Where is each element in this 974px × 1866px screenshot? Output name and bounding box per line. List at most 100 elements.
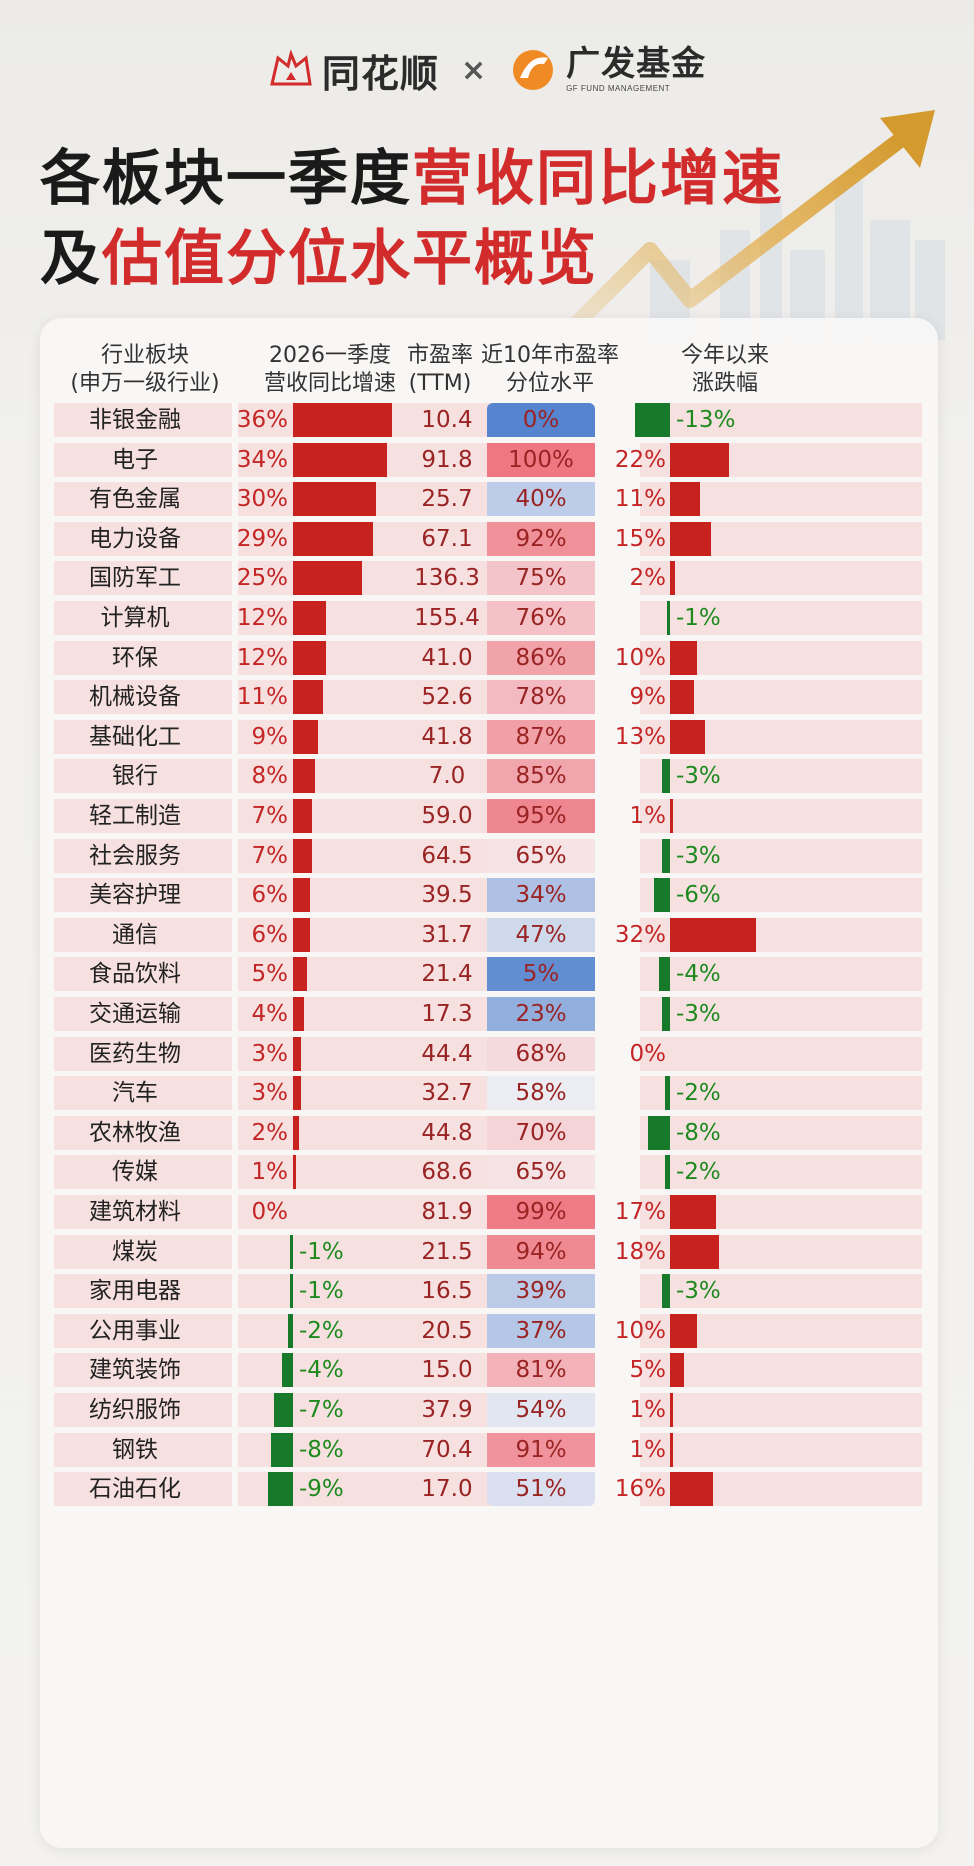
header-pctile-line1: 近10年市盈率 [481,343,619,368]
pe-percentile-label: 0% [522,407,560,433]
row-background [54,561,232,596]
pe-percentile-fill [487,561,595,596]
revenue-growth-bar [293,640,326,675]
revenue-growth-label: 29% [236,525,288,552]
row-background [54,957,232,992]
pe-percentile-label: 91% [515,1436,567,1463]
row-background [238,1274,398,1309]
row-background [54,403,232,437]
pe-percentile-fill [487,1353,595,1388]
row-background [392,561,502,596]
row-background [238,1155,398,1190]
ytd-label: -1% [676,605,721,631]
sector-name: 计算机 [100,605,170,631]
sector-name: 纺织服饰 [89,1397,181,1423]
title-line-1-a: 各板块一季度 [40,144,412,214]
ytd-bar [670,561,676,596]
tonghuashun-brand: 同花顺 [268,43,439,98]
pe-percentile-label: 47% [515,921,567,948]
pe-percentile-fill [487,1195,595,1229]
row-background [392,759,502,794]
sector-name: 钢铁 [112,1436,158,1463]
sector-name: 家用电器 [89,1278,181,1305]
pe-percentile-fill [487,997,595,1031]
ytd-label: 2% [629,565,667,592]
revenue-growth-label: 9% [251,723,289,750]
row-background [238,1195,398,1229]
row-background [392,1472,502,1507]
pe-percentile-label: 65% [515,1159,567,1186]
row-background [392,1274,502,1309]
pe-value: 70.4 [421,1436,473,1463]
ytd-bar [653,878,670,913]
sector-name: 银行 [112,763,158,790]
revenue-growth-label: 36% [236,407,288,433]
pe-percentile-label: 100% [508,446,574,473]
revenue-growth-bar [293,601,326,635]
sector-name: 食品饮料 [89,961,181,988]
pe-percentile-fill [487,640,595,675]
pe-percentile-fill [487,1393,595,1427]
pe-percentile-fill [487,680,595,715]
revenue-growth-label: 12% [236,605,288,631]
row-background [238,799,398,833]
pe-value: 44.4 [421,1040,473,1067]
table-row: 纺织服饰 -7% 37.9 54% 1% [40,1390,938,1428]
pe-percentile-label: 94% [515,1238,567,1265]
table-row: 银行 8% 7.0 85% -3% [40,756,938,794]
title-line-2-b: 估值分位水平概览 [102,224,598,294]
pe-percentile-label: 86% [515,644,567,671]
revenue-growth-bar [273,1393,293,1427]
revenue-growth-label: -9% [299,1476,344,1503]
pe-percentile-label: 51% [515,1476,567,1503]
row-background [640,759,922,794]
pe-value: 68.6 [421,1159,473,1186]
table-row: 钢铁 -8% 70.4 91% 1% [40,1430,938,1468]
header-pe: 市盈率 (TTM) [385,342,495,398]
revenue-growth-label: -8% [299,1436,344,1463]
sector-name: 美容护理 [89,882,181,909]
row-background [54,1353,232,1388]
pe-percentile-label: 65% [515,842,567,869]
table-row: 机械设备 11% 52.6 78% 9% [40,677,938,715]
ytd-bar [670,1313,697,1348]
table-row: 基础化工 9% 41.8 87% 13% [40,717,938,755]
sector-name: 机械设备 [89,684,181,711]
row-background [238,719,398,754]
revenue-growth-bar [290,1234,293,1269]
pe-percentile-fill [487,1274,595,1309]
row-background [238,1353,398,1388]
ytd-label: -3% [676,842,721,869]
pe-percentile-fill [487,878,595,913]
ytd-bar [670,917,757,952]
revenue-growth-label: 12% [236,644,288,671]
row-background [640,1432,922,1467]
ytd-bar [667,601,670,635]
row-background [54,601,232,635]
pe-percentile-fill [487,403,595,437]
revenue-growth-label: 4% [251,1001,289,1027]
ytd-bar [670,442,730,477]
row-background [54,1036,232,1071]
row-background [640,403,922,437]
row-background [54,719,232,754]
pe-percentile-label: 95% [515,803,567,829]
ytd-bar [670,719,706,754]
table-row: 非银金融 36% 10.4 0% -13% [40,400,938,438]
revenue-growth-bar [293,680,324,715]
row-background [54,838,232,873]
row-background [392,1036,502,1071]
table-row: 电力设备 29% 67.1 92% 15% [40,519,938,557]
row-background [54,799,232,833]
revenue-growth-bar [293,759,315,794]
pe-percentile-fill [487,1432,595,1467]
row-background [54,997,232,1031]
sector-name: 环保 [112,644,158,671]
revenue-growth-label: 2% [251,1119,289,1146]
sector-name: 建筑装饰 [89,1357,181,1384]
ytd-label: 9% [629,684,667,711]
table-row: 家用电器 -1% 16.5 39% -3% [40,1271,938,1309]
pe-percentile-label: 37% [515,1317,567,1344]
ytd-label: -8% [676,1119,721,1146]
pe-value: 31.7 [421,921,473,948]
